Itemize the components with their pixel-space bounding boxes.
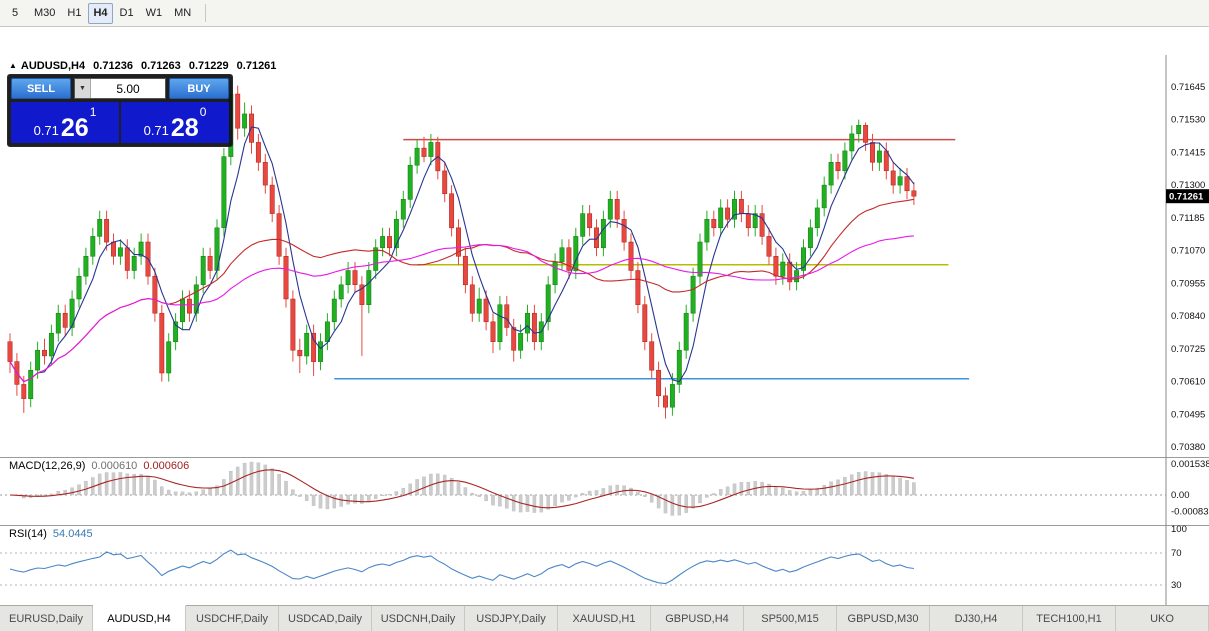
timeframe-button-d1[interactable]: D1 [115, 3, 139, 24]
chart-tab-gbpusd-h4[interactable]: GBPUSD,H4 [651, 606, 744, 631]
chart-tab-eurusd-daily[interactable]: EURUSD,Daily [0, 606, 93, 631]
buy-price-big: 28 [170, 114, 199, 142]
sell-button[interactable]: SELL [11, 78, 71, 99]
svg-text:0.001538: 0.001538 [1171, 459, 1209, 470]
chart-window[interactable]: ▲ AUDUSD,H4 0.71236 0.71263 0.71229 0.712… [0, 27, 1209, 631]
sell-price-prefix: 0.71 [33, 123, 59, 138]
timeframe-button-5[interactable]: 5 [3, 3, 27, 24]
svg-text:30: 30 [1171, 580, 1182, 591]
svg-text:0.71530: 0.71530 [1171, 115, 1205, 126]
timeframe-button-h1[interactable]: H1 [62, 3, 86, 24]
svg-text:0.70495: 0.70495 [1171, 409, 1205, 420]
ma-mid-line [9, 198, 915, 383]
chart-tab-sp500-m15[interactable]: SP500,M15 [744, 606, 837, 631]
symbol-period-label: AUDUSD,H4 [20, 60, 86, 72]
svg-text:-0.000835: -0.000835 [1171, 507, 1209, 518]
sell-price-big: 26 [60, 114, 89, 142]
macd-value-signal: 0.000606 [143, 460, 190, 472]
toolbar-separator [205, 4, 207, 22]
chart-tab-usdchf-daily[interactable]: USDCHF,Daily [186, 606, 279, 631]
current-price-badge: 0.71261 [1166, 189, 1209, 204]
svg-text:70: 70 [1171, 548, 1182, 559]
high-value: 0.71263 [141, 60, 181, 72]
volume-dropdown-button[interactable]: ▼ [75, 79, 91, 98]
svg-text:0.71415: 0.71415 [1171, 147, 1205, 158]
rsi-value: 54.0445 [52, 528, 93, 540]
svg-text:0.70840: 0.70840 [1171, 311, 1205, 322]
volume-control: ▼ [74, 78, 166, 99]
sell-price-button[interactable]: 0.71 26 1 [11, 102, 119, 143]
svg-text:0.71070: 0.71070 [1171, 246, 1205, 257]
svg-text:0.71645: 0.71645 [1171, 82, 1205, 93]
buy-price-prefix: 0.71 [143, 123, 169, 138]
svg-text:0.71185: 0.71185 [1171, 213, 1205, 224]
buy-button[interactable]: BUY [169, 78, 229, 99]
chart-tab-usdcad-daily[interactable]: USDCAD,Daily [279, 606, 372, 631]
sell-price-sup: 1 [89, 105, 97, 119]
chart-tab-usdcnh-daily[interactable]: USDCNH,Daily [372, 606, 465, 631]
timeframe-button-h4[interactable]: H4 [88, 2, 113, 24]
low-value: 0.71229 [188, 60, 229, 72]
ma-slow-line [9, 235, 914, 383]
candlesticks [7, 82, 917, 419]
buy-price-sup: 0 [199, 105, 207, 119]
svg-text:0.71300: 0.71300 [1171, 180, 1205, 191]
chart-tab-uko[interactable]: UKO [1116, 606, 1209, 631]
rsi-line [9, 549, 914, 585]
svg-text:0.71261: 0.71261 [1169, 192, 1204, 203]
chart-tab-bar: EURUSD,Daily AUDUSD,H4 USDCHF,Daily USDCAD,… [0, 605, 1209, 631]
macd-indicator-label: MACD(12,26,9) 0.000610 0.000606 [9, 460, 189, 472]
svg-text:0.70725: 0.70725 [1171, 344, 1205, 355]
macd-label: MACD(12,26,9) [9, 460, 86, 472]
chart-tab-audusd-h4[interactable]: AUDUSD,H4 [93, 605, 186, 631]
svg-text:0.70955: 0.70955 [1171, 278, 1205, 289]
svg-text:0.70380: 0.70380 [1171, 442, 1205, 453]
price-axis-labels: 0.71645 0.71530 0.71415 0.71300 0.71185 0.710… [1171, 82, 1205, 453]
svg-text:100: 100 [1171, 525, 1187, 535]
chevron-down-icon: ▼ [79, 85, 86, 92]
chart-tab-gbpusd-m30[interactable]: GBPUSD,M30 [837, 606, 930, 631]
timeframe-button-mn[interactable]: MN [169, 3, 196, 24]
volume-input[interactable] [91, 79, 165, 98]
macd-signal-line [9, 469, 914, 509]
chart-ohlc-header: ▲ AUDUSD,H4 0.71236 0.71263 0.71229 0.712… [9, 60, 276, 72]
rsi-indicator-label: RSI(14) 54.0445 [9, 528, 93, 540]
svg-text:0.70610: 0.70610 [1171, 377, 1205, 388]
main-price-chart[interactable]: 0.716450.715300.714150.713000.711850.710… [0, 55, 1209, 457]
close-value: 0.71261 [236, 60, 277, 72]
rsi-panel[interactable]: 10070300 [0, 525, 1209, 613]
timeframe-toolbar: 5 M30 H1 H4 D1 W1 MN [0, 0, 1209, 27]
chart-tab-tech100-h1[interactable]: TECH100,H1 [1023, 606, 1116, 631]
timeframe-button-w1[interactable]: W1 [141, 3, 168, 24]
ma-fast-line [9, 126, 915, 383]
chart-tab-dj30-h4[interactable]: DJ30,H4 [930, 606, 1023, 631]
chart-tab-usdjpy-daily[interactable]: USDJPY,Daily [465, 606, 558, 631]
chart-tab-xauusd-h1[interactable]: XAUUSD,H1 [558, 606, 651, 631]
buy-price-button[interactable]: 0.71 28 0 [121, 102, 229, 143]
macd-value-main: 0.000610 [91, 460, 138, 472]
open-value: 0.71236 [93, 60, 133, 72]
timeframe-button-m30[interactable]: M30 [29, 3, 60, 24]
one-click-toggle-icon[interactable]: ▲ [9, 61, 17, 70]
svg-text:0.00: 0.00 [1171, 490, 1190, 501]
macd-panel[interactable]: 0.001538 0.00 -0.000835 [0, 457, 1209, 525]
rsi-label: RSI(14) [9, 528, 47, 540]
